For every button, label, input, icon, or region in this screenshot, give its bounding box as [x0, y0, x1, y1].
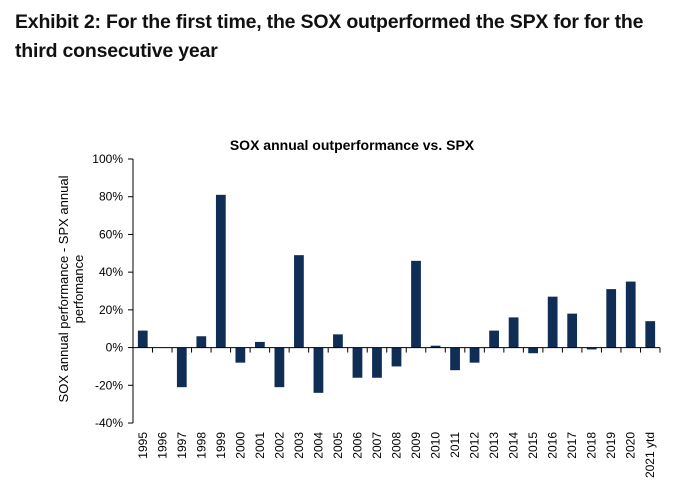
- bar-1998: [196, 336, 207, 348]
- bar-2006: [352, 347, 363, 378]
- y-tick-label: 0%: [106, 341, 124, 355]
- bar-2005: [333, 334, 343, 348]
- x-tick-label: 2004: [311, 432, 325, 459]
- bar-2012: [469, 347, 480, 363]
- bar-2000: [235, 347, 246, 363]
- bar-2020: [625, 281, 636, 348]
- bar-2002: [274, 347, 285, 388]
- bar-1997: [176, 347, 187, 388]
- bars-group: [137, 194, 656, 393]
- axes-group: -40% -20% 0% 20% 40% 60% 80% 100% 1995 1996 1997 19…: [92, 152, 661, 478]
- bar-2004: [313, 347, 324, 393]
- x-tick-label: 2003: [292, 432, 306, 459]
- y-tick-label: 80%: [99, 190, 123, 204]
- x-tick-label: 2009: [409, 432, 423, 459]
- y-tick-label: 100%: [92, 152, 123, 166]
- x-tick-label: 2018: [585, 432, 599, 459]
- y-tick-label: 60%: [99, 227, 123, 241]
- y-tick-label: -20%: [95, 378, 123, 392]
- x-tick-label: 2002: [272, 432, 286, 459]
- bar-1995: [137, 330, 148, 348]
- x-tick-label: 1998: [194, 432, 208, 459]
- x-tick-label: 2019: [604, 432, 618, 459]
- bar-2003: [294, 255, 304, 348]
- bar-2007: [372, 347, 382, 378]
- bar-1999: [215, 194, 226, 348]
- bar-2016: [547, 296, 558, 348]
- bar-2011: [450, 347, 460, 371]
- bar-2019: [606, 289, 617, 348]
- chart-title: SOX annual outperformance vs. SPX: [230, 137, 475, 153]
- x-tick-label: 2013: [487, 432, 501, 459]
- x-tick-label: 2015: [526, 432, 540, 459]
- bar-2010: [430, 345, 441, 348]
- x-tick-label: 2010: [429, 432, 443, 459]
- x-tick-label: 2007: [370, 432, 384, 459]
- y-axis-label: SOX annual performance - SPX annual perf…: [56, 175, 86, 402]
- bar-2018: [586, 347, 597, 350]
- x-tick-label: 1996: [155, 432, 169, 459]
- y-tick-label: -40%: [95, 416, 123, 430]
- x-tick-label: 2017: [565, 432, 579, 459]
- bar-2014: [508, 317, 519, 348]
- bar-2017: [567, 313, 578, 348]
- bar-2009: [411, 260, 421, 348]
- bar-2021-ytd: [645, 321, 656, 348]
- y-tick-label: 20%: [99, 303, 123, 317]
- x-tick-label: 2021 ytd: [643, 432, 657, 478]
- bar-2015: [528, 347, 539, 354]
- x-tick-label: 2012: [468, 432, 482, 459]
- x-tick-label: 1997: [175, 432, 189, 459]
- x-tick-label: 2008: [390, 432, 404, 459]
- x-tick-label: 2016: [546, 432, 560, 459]
- y-tick-label: 40%: [99, 265, 123, 279]
- exhibit-title: Exhibit 2: For the first time, the SOX o…: [15, 11, 644, 62]
- bar-2008: [391, 347, 402, 367]
- x-tick-label: 2011: [448, 432, 462, 458]
- x-tick-label: 2005: [331, 432, 345, 459]
- bar-2001: [254, 341, 265, 348]
- x-tick-label: 2014: [507, 432, 521, 459]
- x-tick-label: 1995: [136, 432, 150, 459]
- bar-2013: [489, 330, 499, 348]
- x-tick-label: 2000: [233, 432, 247, 459]
- y-axis-label-line-2: perfomance: [71, 255, 86, 324]
- x-tick-label: 2020: [624, 432, 638, 459]
- x-tick-label: 1999: [214, 432, 228, 459]
- x-tick-label: 2001: [253, 432, 267, 459]
- y-axis-label-line-1: SOX annual performance - SPX annual: [56, 175, 71, 402]
- x-tick-label: 2006: [350, 432, 364, 459]
